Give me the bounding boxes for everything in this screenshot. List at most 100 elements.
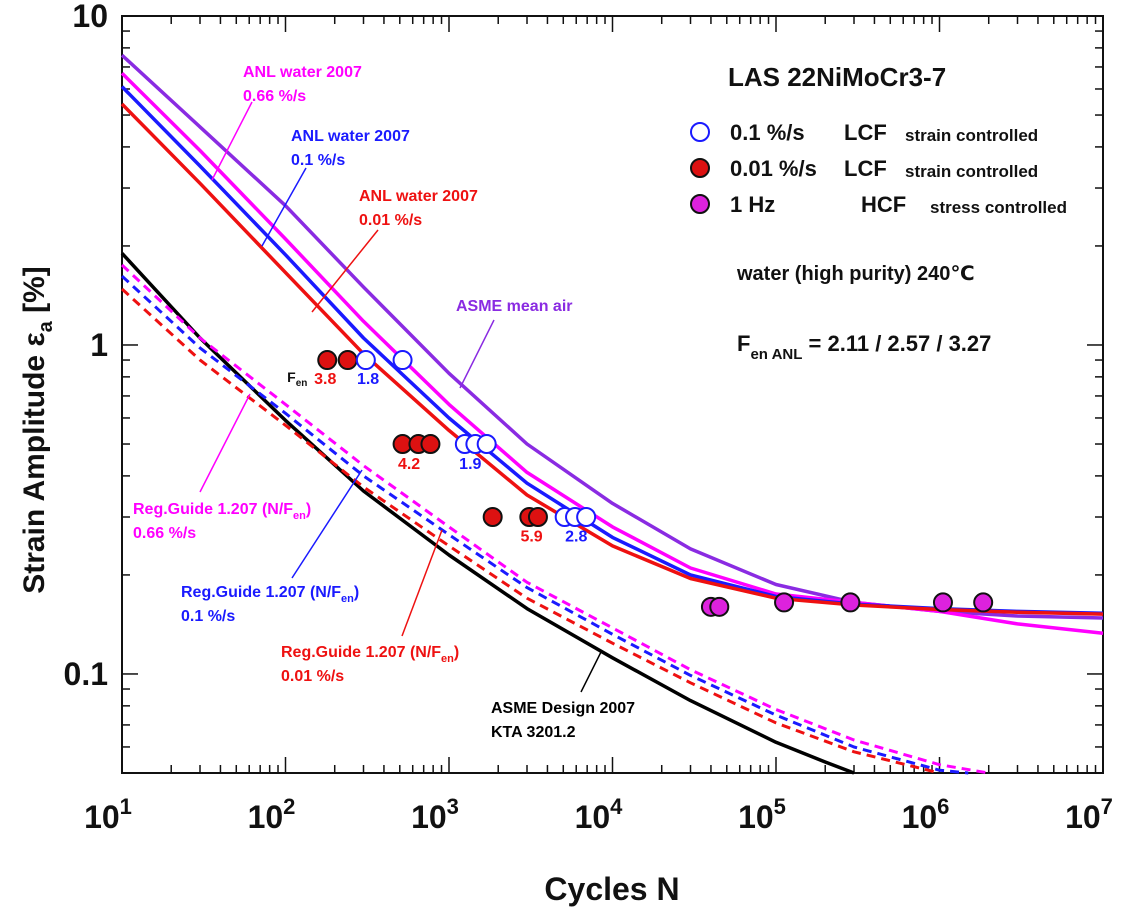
annotation-line: 0.01 %/s [359, 212, 422, 229]
annotation-sub: en [441, 653, 454, 665]
x-tick-exp: 6 [937, 794, 949, 819]
x-tick-label: 107 [1065, 794, 1113, 835]
legend-mode: strain controlled [905, 126, 1038, 145]
annotation-rg01: Reg.Guide 1.207 (N/Fen) 0.1 %/s [181, 584, 359, 625]
annotation-line: KTA 3201.2 [491, 724, 576, 741]
curve-reg-guide-1-207-n-fen-0-01-s [120, 287, 940, 775]
point-lcf_fast [355, 350, 376, 371]
annotation-anl066: ANL water 2007 0.66 %/s [243, 64, 362, 105]
x-tick-base: 10 [575, 799, 611, 835]
leader-line [401, 529, 443, 637]
leader-line [459, 319, 495, 389]
y-axis-label-main: Strain Amplitude ε [18, 332, 51, 593]
annotation-line: Reg.Guide 1.207 (N/F [181, 584, 341, 601]
leader-line [291, 469, 363, 579]
y-axis-label-sub: a [35, 320, 57, 332]
annotation-sub: en [341, 593, 354, 605]
legend-rate: 0.1 %/s [730, 120, 805, 145]
fen-summary: Fen ANL = 2.11 / 2.57 / 3.27 [737, 331, 991, 363]
x-tick-base: 10 [84, 799, 120, 835]
annotation-design: ASME Design 2007 KTA 3201.2 [491, 700, 635, 741]
x-tick-exp: 1 [120, 794, 132, 819]
leader-line [580, 649, 603, 693]
x-tick-label: 106 [902, 794, 950, 835]
data-points [317, 350, 994, 617]
annotation-line: 0.66 %/s [133, 525, 196, 542]
fen-value-label: 4.2 [398, 456, 420, 473]
legend-marker-hcf [690, 194, 710, 214]
annotation-line: 0.1 %/s [291, 152, 345, 169]
point-lcf_slow [337, 350, 358, 371]
x-tick-label: 101 [84, 794, 132, 835]
annotation-line: Reg.Guide 1.207 (N/F [133, 501, 293, 518]
legend-rate: 1 Hz [730, 192, 775, 217]
annotation-line: ANL water 2007 [291, 128, 410, 145]
x-tick-base: 10 [738, 799, 774, 835]
annotation-line: ASME mean air [456, 298, 572, 315]
legend-test: HCF [861, 192, 906, 217]
point-lcf_slow [527, 507, 548, 528]
leader-line [199, 393, 251, 493]
point-hcf [840, 592, 861, 613]
x-tick-label: 104 [575, 794, 624, 835]
legend-mode: stress controlled [930, 198, 1067, 217]
point-lcf_slow [420, 434, 441, 455]
chart-title: LAS 22NiMoCr3-7 [728, 62, 946, 92]
leader-line [211, 101, 253, 181]
legend-test: LCF [844, 120, 887, 145]
curve-reg-guide-1-207-n-fen-0-66-s [120, 263, 989, 775]
fen-value-label: 3.8 [314, 371, 336, 388]
legend-mode: strain controlled [905, 162, 1038, 181]
fen-marker: Fen [287, 369, 307, 389]
point-lcf_fast [392, 350, 413, 371]
annotation-line: Reg.Guide 1.207 (N/F [281, 644, 441, 661]
point-lcf_fast [576, 507, 597, 528]
point-hcf [973, 592, 994, 613]
annotation-line: 0.66 %/s [243, 88, 306, 105]
annotations: ANL water 2007 0.66 %/s ANL water 2007 0.1 … [133, 64, 635, 741]
legend-rate: 0.01 %/s [730, 156, 817, 181]
x-tick-base: 10 [902, 799, 938, 835]
x-tick-label: 102 [248, 794, 296, 835]
annotation-anl001: ANL water 2007 0.01 %/s [359, 188, 478, 229]
axis-labels: Cycles N Strain Amplitude εa [%] [18, 266, 680, 907]
x-tick-label: 103 [411, 794, 459, 835]
annotation-line: ASME Design 2007 [491, 700, 635, 717]
leader-line [261, 167, 307, 247]
fen-marker-main: F [287, 369, 296, 385]
legend-marker-lcf_slow [690, 158, 710, 178]
legend-marker-lcf_fast [690, 122, 710, 142]
point-hcf [709, 596, 730, 617]
fen-value-label: 1.8 [357, 371, 379, 388]
x-tick-base: 10 [411, 799, 447, 835]
annotation-close: ) [306, 501, 311, 518]
fen-labels: 3.8 1.8 4.2 1.9 5.9 2.8 Fen [287, 369, 587, 545]
legend: LAS 22NiMoCr3-7 0.1 %/s LCF strain controll… [690, 62, 1067, 363]
x-tick-exp: 2 [283, 794, 295, 819]
y-tick-label: 10 [72, 0, 108, 34]
leader-line [311, 229, 379, 313]
fen-summary-main: F [737, 331, 750, 356]
annotation-anl01: ANL water 2007 0.1 %/s [291, 128, 410, 169]
annotation-line: 0.1 %/s [181, 608, 235, 625]
point-lcf_fast [476, 434, 497, 455]
annotation-close: ) [354, 584, 359, 601]
y-axis-label-unit: [%] [18, 266, 51, 321]
fen-value-label: 5.9 [520, 528, 542, 545]
point-hcf [932, 592, 953, 613]
x-axis-label: Cycles N [544, 871, 679, 907]
x-tick-exp: 4 [610, 794, 623, 819]
point-hcf [774, 592, 795, 613]
fen-summary-sub: en ANL [750, 346, 802, 363]
annotation-sub: en [293, 510, 306, 522]
y-axis-label: Strain Amplitude εa [%] [18, 266, 57, 594]
y-tick-label: 0.1 [64, 656, 108, 692]
fen-value-label: 2.8 [565, 528, 587, 545]
fen-marker-sub: en [296, 378, 308, 389]
point-lcf_slow [482, 507, 503, 528]
annotation-rg001: Reg.Guide 1.207 (N/Fen) 0.01 %/s [281, 644, 459, 685]
x-tick-exp: 3 [447, 794, 459, 819]
condition-text: water (high purity) 240℃ [736, 263, 975, 285]
